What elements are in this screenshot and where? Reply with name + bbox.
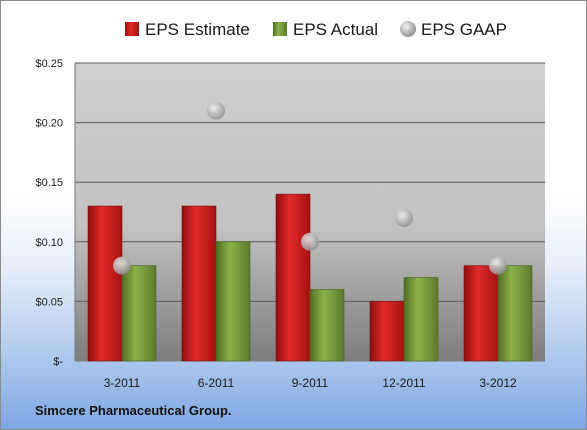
bars <box>87 193 533 362</box>
bar-actual <box>309 289 345 362</box>
x-tick-label: 3-2012 <box>479 376 517 390</box>
y-tick-label: $0.25 <box>35 58 63 70</box>
legend-swatch-estimate <box>125 22 139 36</box>
gaap-points <box>113 101 507 275</box>
y-tick-label: $0.15 <box>35 177 63 189</box>
bar-estimate <box>87 205 123 362</box>
gaap-point <box>301 232 319 251</box>
y-tick-label: $0.10 <box>35 237 63 249</box>
x-tick-label: 12-2011 <box>382 376 425 390</box>
x-tick-label: 3-2011 <box>104 376 141 390</box>
legend-item-estimate: EPS Estimate <box>125 20 250 39</box>
legend-swatch-actual <box>273 22 287 36</box>
legend-label-actual: EPS Actual <box>293 20 378 39</box>
bar-actual <box>497 265 533 362</box>
gaap-point <box>113 256 131 275</box>
y-tick-label: $0.05 <box>35 296 63 308</box>
gaap-point <box>207 101 225 120</box>
y-tick-label: $- <box>53 356 63 368</box>
bar-estimate <box>369 301 405 362</box>
legend-label-gaap: EPS GAAP <box>421 20 507 39</box>
gaap-point <box>395 208 413 227</box>
bar-estimate <box>181 205 217 362</box>
bar-estimate <box>275 193 311 362</box>
gaap-point <box>489 256 507 275</box>
legend-item-actual: EPS Actual <box>273 20 378 39</box>
legend-label-estimate: EPS Estimate <box>145 20 250 39</box>
bar-actual <box>215 241 251 362</box>
company-name: Simcere Pharmaceutical Group. <box>35 403 232 418</box>
x-tick-label: 9-2011 <box>292 376 329 390</box>
y-tick-label: $0.20 <box>35 118 63 130</box>
bar-actual <box>403 277 439 362</box>
legend-swatch-gaap <box>400 21 416 37</box>
x-axis: 3-2011 6-2011 9-2011 12-2011 3-2012 <box>104 376 517 390</box>
legend-item-gaap: EPS GAAP <box>400 20 507 39</box>
bar-actual <box>121 265 157 362</box>
bar-estimate <box>463 265 499 362</box>
legend: EPS Estimate EPS Actual EPS GAAP <box>125 20 507 39</box>
x-tick-label: 6-2011 <box>198 376 235 390</box>
